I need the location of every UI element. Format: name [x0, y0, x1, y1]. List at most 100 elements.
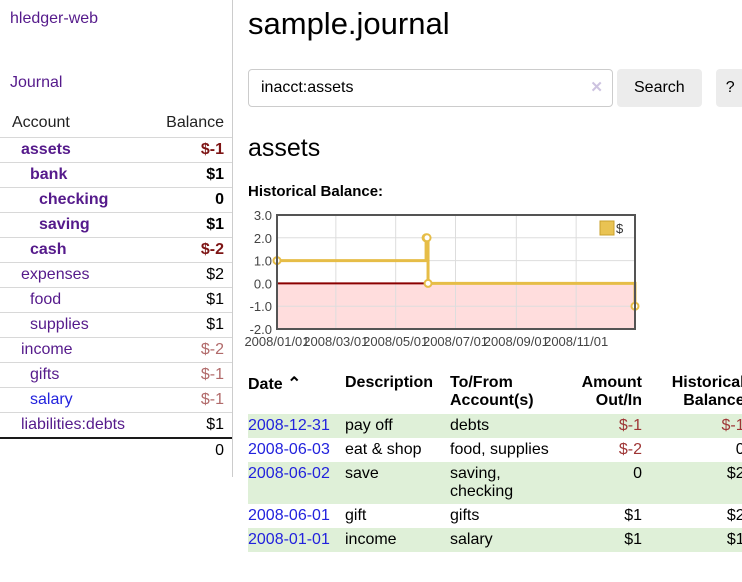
transaction-accounts: saving, checking: [450, 465, 514, 500]
account-balance: $-2: [151, 337, 232, 363]
x-tick-label: 2008/01/01: [244, 334, 309, 349]
transaction-amount: $-1: [618, 417, 642, 434]
account-link[interactable]: gifts: [30, 366, 60, 383]
transaction-date-link[interactable]: 2008-01-01: [248, 531, 330, 548]
register-table: Date ⌃ Description To/From Account(s) Am…: [248, 372, 742, 552]
account-balance: $1: [151, 312, 232, 338]
x-tick-label: 2008/09/01: [484, 334, 549, 349]
register-row: 2008-06-02 save saving, checking 0 $2: [248, 462, 742, 504]
account-link[interactable]: income: [21, 341, 73, 358]
account-balance: $-2: [151, 237, 232, 263]
transaction-date-link[interactable]: 2008-06-01: [248, 507, 330, 524]
plot-border: [276, 214, 636, 330]
transaction-description: income: [345, 531, 397, 548]
data-point[interactable]: [423, 278, 433, 288]
accounts-table: Account Balance assets $-1 bank $1 check…: [0, 111, 232, 463]
accounts-total: 0: [151, 437, 232, 463]
register-row: 2008-01-01 income salary $1 $1: [248, 528, 742, 552]
account-balance: $2: [151, 262, 232, 288]
x-tick-label: 2008/03/01: [303, 334, 368, 349]
y-tick-label: -2.0: [250, 322, 272, 337]
transaction-balance: $2: [726, 507, 742, 524]
transaction-date-link[interactable]: 2008-06-02: [248, 465, 330, 482]
account-link[interactable]: assets: [21, 141, 71, 158]
account-link[interactable]: saving: [39, 216, 90, 233]
account-title: assets: [248, 134, 321, 162]
transaction-description: pay off: [345, 417, 393, 434]
transaction-amount: $-2: [618, 441, 642, 458]
account-balance: $1: [151, 287, 232, 313]
account-row: cash $-2: [0, 237, 232, 263]
account-row: gifts $-1: [0, 362, 232, 388]
account-link[interactable]: salary: [30, 391, 73, 408]
transaction-balance: $-1: [721, 417, 742, 434]
account-row: assets $-1: [0, 137, 232, 163]
account-row: supplies $1: [0, 312, 232, 338]
account-link[interactable]: checking: [39, 191, 109, 208]
help-button[interactable]: ?: [715, 69, 742, 107]
legend-label: $: [616, 221, 624, 236]
account-link[interactable]: expenses: [21, 266, 90, 283]
transaction-accounts: debts: [450, 417, 490, 434]
transaction-balance: $2: [726, 465, 742, 482]
account-balance: 0: [151, 187, 232, 213]
sidebar-item-journal[interactable]: Journal: [10, 74, 63, 91]
account-balance: $1: [151, 412, 232, 439]
accounts-col-account: Account: [0, 111, 152, 138]
clear-search-icon[interactable]: ✕: [590, 79, 603, 96]
account-link[interactable]: food: [30, 291, 62, 308]
legend-swatch: [599, 220, 615, 236]
col-amount: Amount Out/In: [581, 374, 642, 409]
transaction-description: gift: [345, 507, 367, 524]
accounts-total-row: 0: [0, 437, 232, 463]
account-row: food $1: [0, 287, 232, 313]
transaction-amount: $1: [624, 531, 642, 548]
y-tick-label: 0.0: [254, 276, 272, 291]
register-row: 2008-06-03 eat & shop food, supplies $-2…: [248, 438, 742, 462]
account-link[interactable]: cash: [30, 241, 67, 258]
page-title: sample.journal: [248, 6, 450, 41]
historical-balance-chart: $3.0 2.0 1.0 0.0 -1.0 -2.02008/01/012008/03/0…: [244, 208, 640, 349]
transaction-date-link[interactable]: 2008-12-31: [248, 417, 330, 434]
sidebar: hledger-web Journal Account Balance asse…: [0, 0, 233, 477]
accounts-header-row: Account Balance: [0, 111, 232, 138]
accounts-col-balance: Balance: [151, 111, 232, 138]
account-balance: $-1: [151, 137, 232, 163]
y-tick-label: -1.0: [250, 299, 272, 314]
account-balance: $-1: [151, 387, 232, 413]
transaction-amount: $1: [624, 507, 642, 524]
account-link[interactable]: liabilities:debts: [21, 416, 126, 433]
brand-link[interactable]: hledger-web: [10, 10, 99, 27]
data-point[interactable]: [422, 233, 432, 243]
transaction-amount: 0: [633, 465, 642, 482]
transaction-description: eat & shop: [345, 441, 422, 458]
transaction-accounts: salary: [450, 531, 493, 548]
account-row: checking 0: [0, 187, 232, 213]
account-link[interactable]: supplies: [30, 316, 89, 333]
chart-container: $3.0 2.0 1.0 0.0 -1.0 -2.0 2008/01/01 2008/03/0…: [244, 207, 742, 354]
col-accounts: To/From Account(s): [450, 374, 534, 409]
col-date[interactable]: Date ⌃: [248, 374, 302, 393]
register-header-row: Date ⌃ Description To/From Account(s) Am…: [248, 372, 742, 414]
register-row: 2008-12-31 pay off debts $-1 $-1: [248, 414, 742, 438]
account-row: saving $1: [0, 212, 232, 238]
search-input[interactable]: [248, 69, 613, 107]
x-tick-label: 2008/11/01: [544, 334, 608, 349]
account-row: salary $-1: [0, 387, 232, 413]
y-tick-label: 2.0: [254, 231, 272, 246]
y-tick-label: 1.0: [254, 254, 272, 269]
account-link[interactable]: bank: [30, 166, 68, 183]
account-row: expenses $2: [0, 262, 232, 288]
page: hledger-web Journal Account Balance asse…: [0, 0, 742, 552]
transaction-date-link[interactable]: 2008-06-03: [248, 441, 330, 458]
account-row: liabilities:debts $1: [0, 412, 232, 439]
y-tick-label: 3.0: [254, 208, 272, 223]
x-tick-label: 2008/05/01: [363, 334, 428, 349]
chart-title: Historical Balance:: [248, 183, 384, 200]
account-row: income $-2: [0, 337, 232, 363]
search-button[interactable]: Search: [617, 69, 702, 107]
transaction-balance: $1: [726, 531, 742, 548]
transaction-accounts: gifts: [450, 507, 480, 524]
transaction-balance: 0: [735, 441, 742, 458]
search-input-wrap: ✕: [248, 69, 613, 107]
